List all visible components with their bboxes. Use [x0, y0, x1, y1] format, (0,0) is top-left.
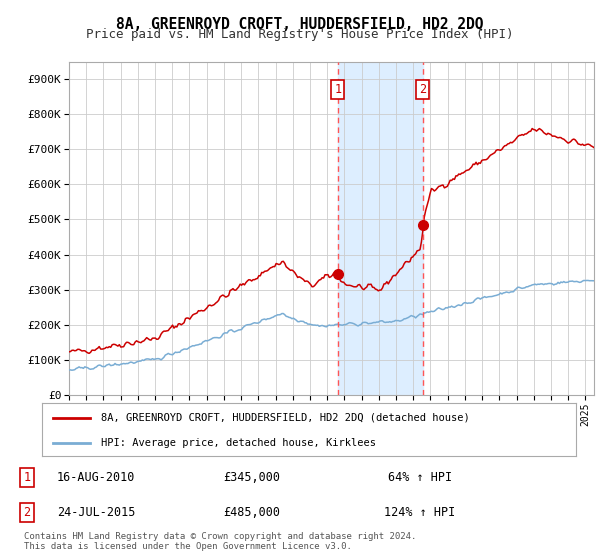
Text: 1: 1: [23, 470, 31, 484]
Text: 8A, GREENROYD CROFT, HUDDERSFIELD, HD2 2DQ: 8A, GREENROYD CROFT, HUDDERSFIELD, HD2 2…: [116, 17, 484, 32]
Text: 2: 2: [419, 83, 427, 96]
Text: Price paid vs. HM Land Registry's House Price Index (HPI): Price paid vs. HM Land Registry's House …: [86, 28, 514, 41]
Text: HPI: Average price, detached house, Kirklees: HPI: Average price, detached house, Kirk…: [101, 438, 376, 448]
Text: £345,000: £345,000: [223, 470, 281, 484]
Text: Contains HM Land Registry data © Crown copyright and database right 2024.
This d: Contains HM Land Registry data © Crown c…: [24, 532, 416, 552]
Text: 2: 2: [23, 506, 31, 519]
Bar: [338, 62, 423, 395]
Text: 1: 1: [334, 83, 341, 96]
Text: 64% ↑ HPI: 64% ↑ HPI: [388, 470, 452, 484]
Text: 16-AUG-2010: 16-AUG-2010: [57, 470, 135, 484]
Text: 124% ↑ HPI: 124% ↑ HPI: [385, 506, 455, 519]
Text: £485,000: £485,000: [223, 506, 281, 519]
Text: 24-JUL-2015: 24-JUL-2015: [57, 506, 135, 519]
Text: 8A, GREENROYD CROFT, HUDDERSFIELD, HD2 2DQ (detached house): 8A, GREENROYD CROFT, HUDDERSFIELD, HD2 2…: [101, 413, 469, 423]
